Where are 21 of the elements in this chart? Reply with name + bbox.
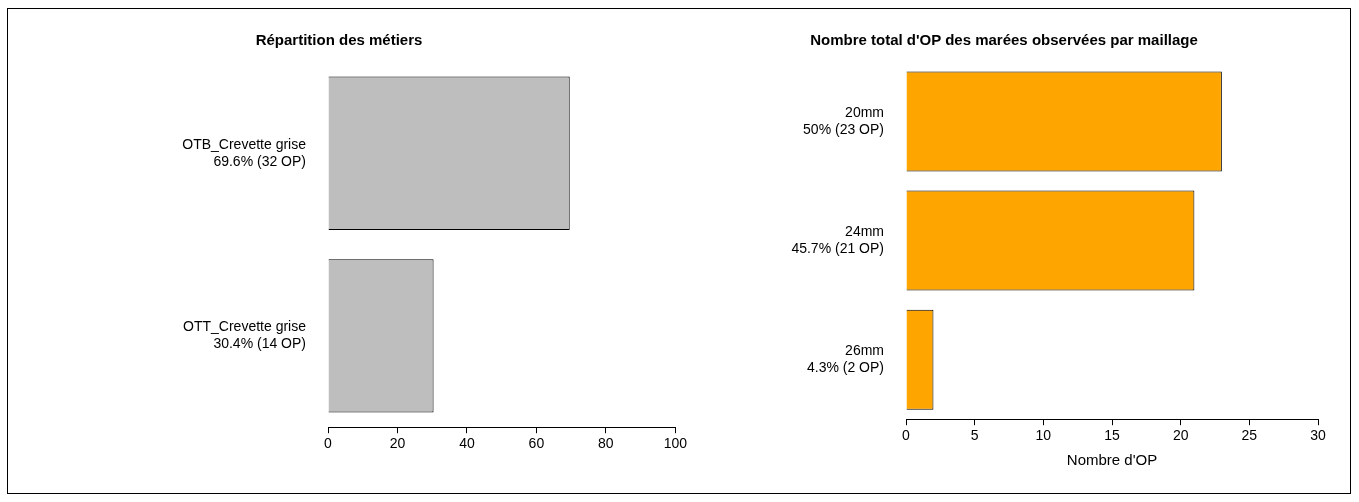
y-tick-label: 20mm 50% (23 OP) — [803, 103, 884, 137]
x-tick-label: 80 — [598, 435, 614, 452]
x-tick-label: 10 — [1035, 427, 1052, 444]
x-tick-label: 15 — [1104, 427, 1120, 444]
y-tick-label: 24mm 45.7% (21 OP) — [791, 223, 884, 256]
x-tick-label: 20 — [389, 435, 406, 452]
y-tick-label: OTT_Crevette grise 30.4% (14 OP) — [183, 318, 307, 352]
y-tick-label: OTB_Crevette grise 69.6% (32 OP) — [182, 135, 307, 169]
x-tick-label: 60 — [528, 435, 545, 452]
x-tick-label: 100 — [663, 435, 688, 452]
x-tick-label: 0 — [324, 435, 333, 452]
x-tick-label: 30 — [1310, 427, 1326, 444]
y-tick-label: 26mm 4.3% (2 OP) — [806, 342, 884, 375]
x-tick-label: 0 — [902, 427, 911, 444]
x-tick-label: 25 — [1241, 427, 1258, 444]
x-tick-label: 20 — [1172, 427, 1189, 444]
x-axis-title: Nombre d'OP — [1066, 451, 1158, 469]
x-tick-label: 5 — [970, 427, 979, 444]
chart-title: Nombre total d'OP des marées observées par maillage — [810, 31, 1198, 49]
chart-title: Répartition des métiers — [255, 31, 423, 49]
x-tick-label: 40 — [459, 435, 475, 452]
